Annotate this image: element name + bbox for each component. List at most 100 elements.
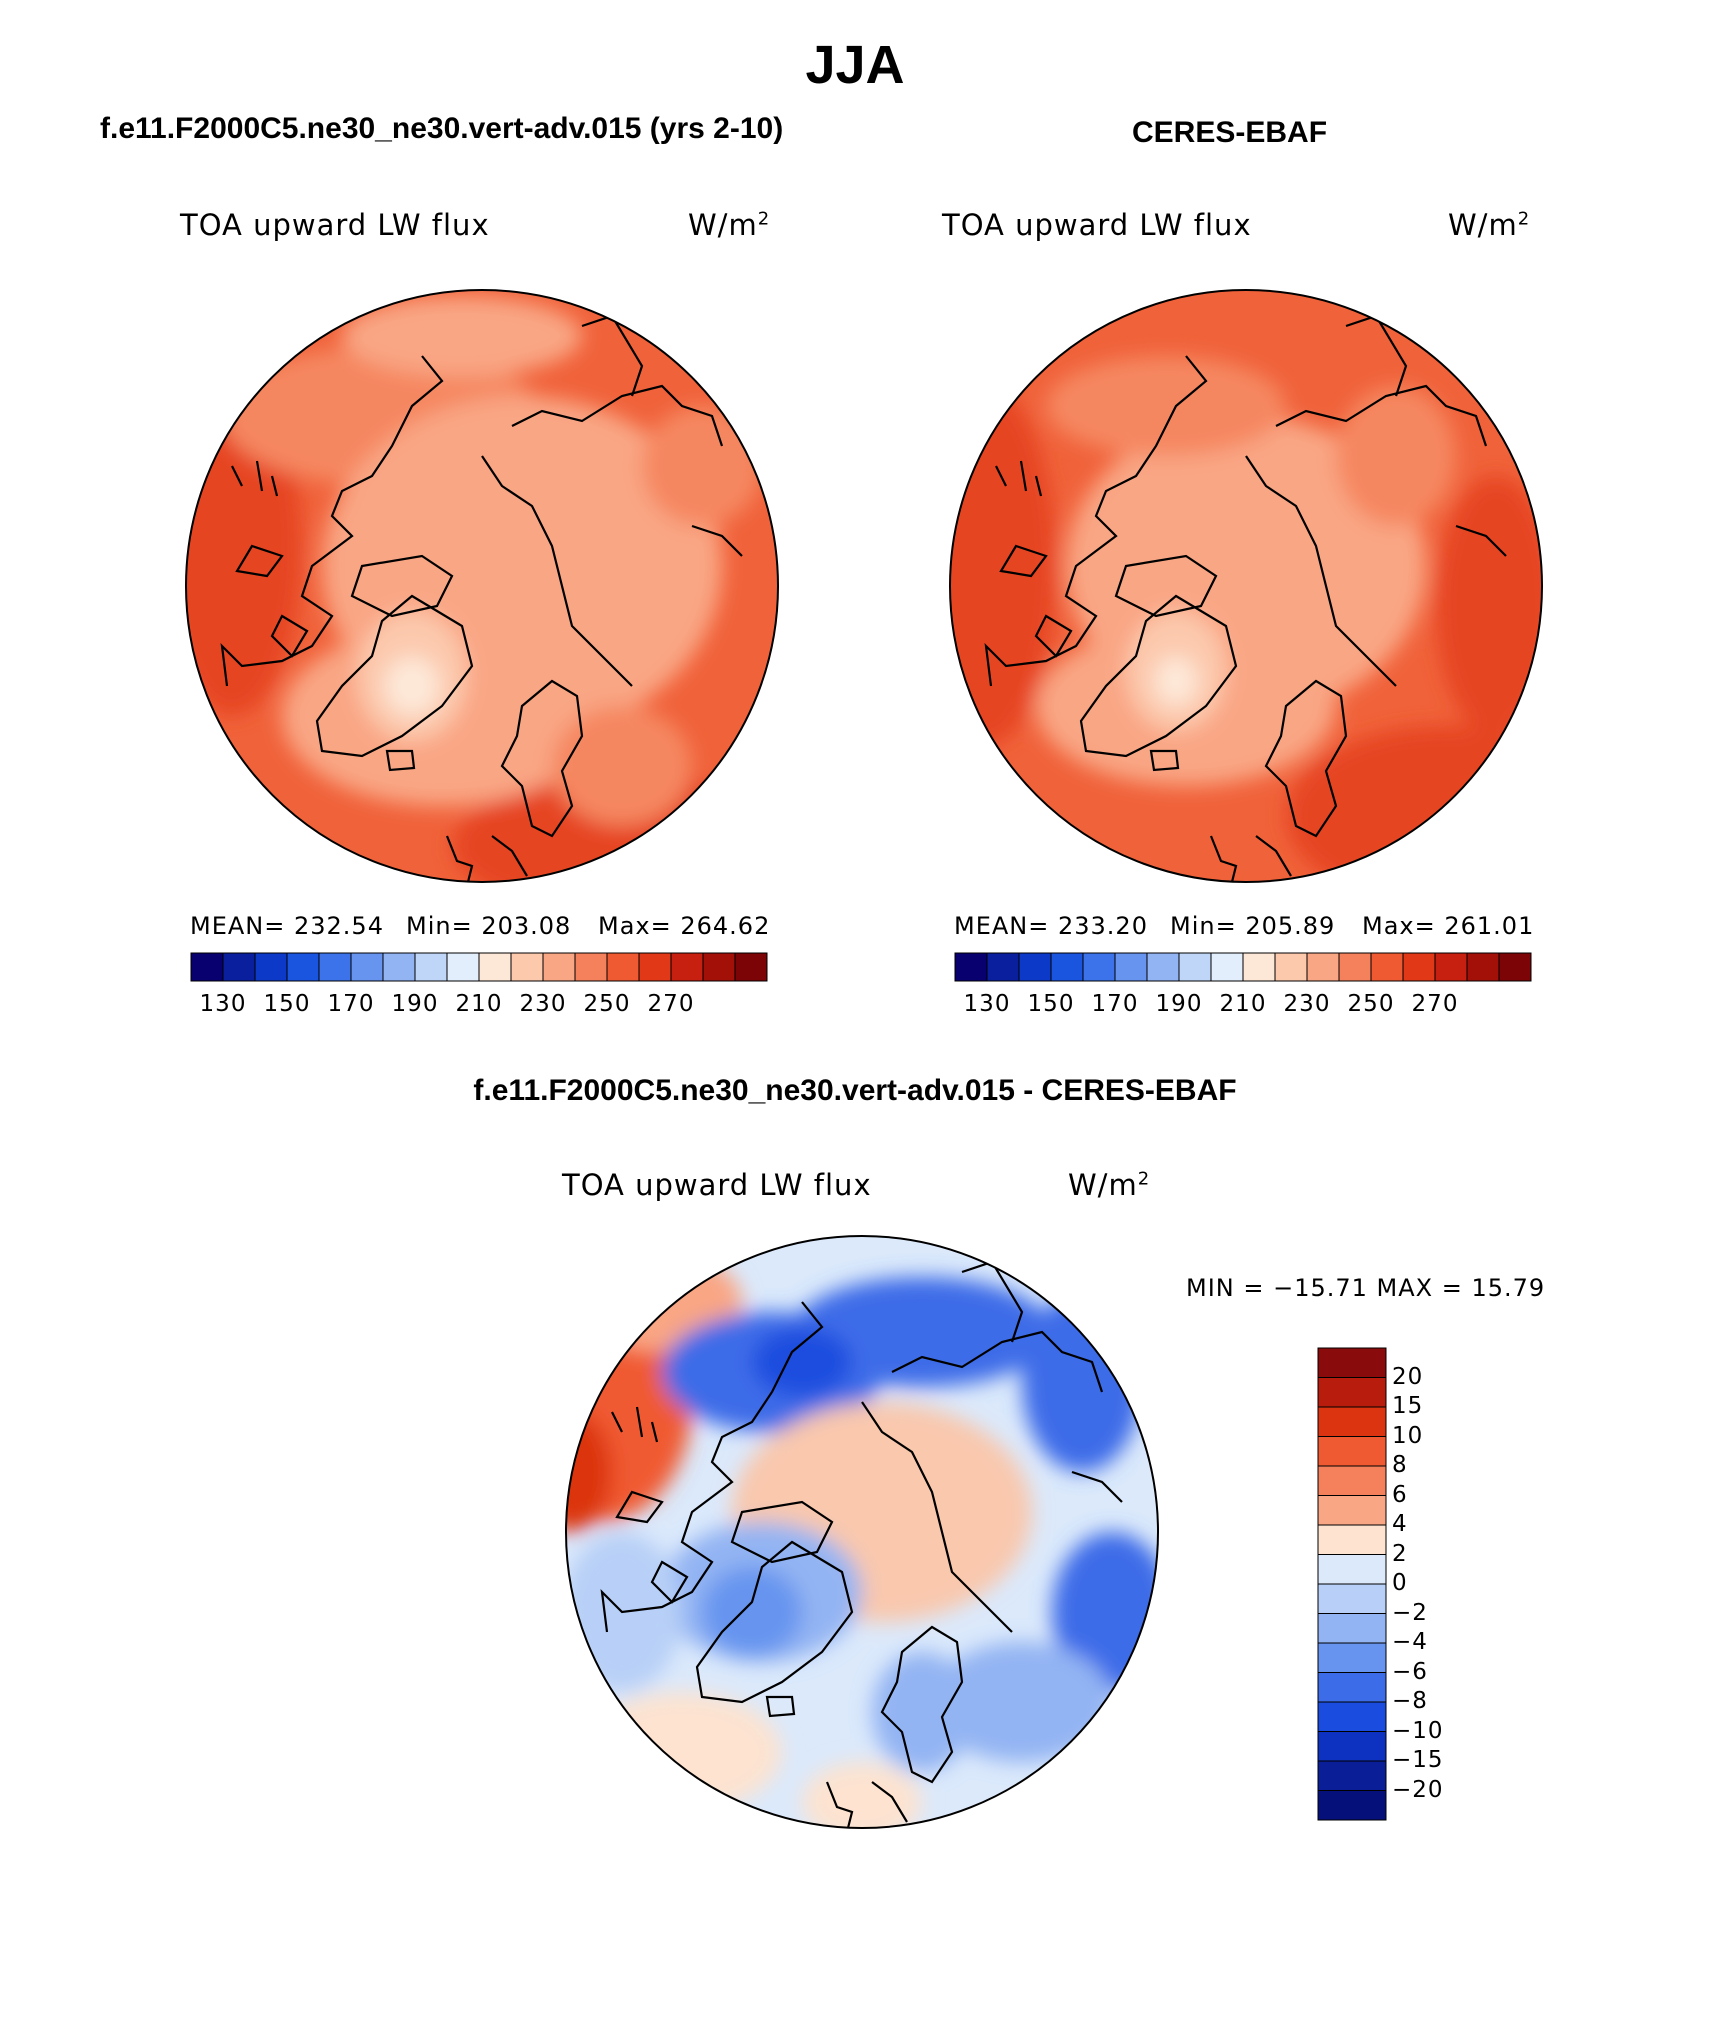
stats-mean-obs: MEAN= 233.20 bbox=[954, 912, 1148, 940]
colorbar-diff-tick-label: 15 bbox=[1392, 1393, 1424, 1419]
colorbar-model-tick-label: 230 bbox=[519, 991, 567, 1017]
colorbar-obs-swatch bbox=[986, 952, 1020, 982]
colorbar-model-swatch bbox=[734, 952, 768, 982]
colorbar-diff-tick-label: −20 bbox=[1392, 1776, 1444, 1803]
colorbar-obs-swatch bbox=[1306, 952, 1340, 982]
colorbar-model-swatch bbox=[542, 952, 576, 982]
colorbar-obs-tick-label: 230 bbox=[1283, 991, 1331, 1017]
colorbar-obs bbox=[954, 952, 1532, 982]
colorbar-diff-swatch bbox=[1317, 1436, 1387, 1467]
colorbar-obs-tick-label: 130 bbox=[963, 991, 1011, 1017]
colorbar-obs-swatch bbox=[1434, 952, 1468, 982]
colorbar-obs-swatch bbox=[1370, 952, 1404, 982]
colorbar-obs-swatch bbox=[1146, 952, 1180, 982]
colorbar-diff-tick-label: 4 bbox=[1392, 1511, 1408, 1537]
colorbar-model-swatch bbox=[478, 952, 512, 982]
colorbar-model bbox=[190, 952, 768, 982]
colorbar-model-swatch bbox=[414, 952, 448, 982]
colorbar-model-swatch bbox=[382, 952, 416, 982]
colorbar-diff-swatch bbox=[1317, 1760, 1387, 1791]
colorbar-model-swatch bbox=[222, 952, 256, 982]
panel-title-model: f.e11.F2000C5.ne30_ne30.vert-adv.015 (yr… bbox=[100, 112, 784, 145]
units-label-model: W/m2 bbox=[688, 208, 771, 242]
colorbar-model-tick-label: 130 bbox=[199, 991, 247, 1017]
colorbar-model-swatch bbox=[286, 952, 320, 982]
colorbar-model-swatch bbox=[638, 952, 672, 982]
colorbar-diff-swatch bbox=[1317, 1613, 1387, 1644]
polar-map-obs bbox=[949, 289, 1543, 883]
colorbar-obs-swatch bbox=[1498, 952, 1532, 982]
colorbar-model-swatch bbox=[446, 952, 480, 982]
colorbar-obs-tick-label: 250 bbox=[1347, 991, 1395, 1017]
colorbar-obs-swatch bbox=[1114, 952, 1148, 982]
colorbar-diff-tick-label: 6 bbox=[1392, 1481, 1408, 1508]
colorbar-diff-swatch bbox=[1317, 1524, 1387, 1555]
colorbar-obs-tick-label: 190 bbox=[1155, 991, 1203, 1017]
colorbar-diff-tick-label: −15 bbox=[1392, 1747, 1444, 1773]
colorbar-diff-tick-label: −2 bbox=[1392, 1599, 1428, 1626]
colorbar-model-tick-label: 150 bbox=[263, 991, 311, 1017]
stats-min-model: Min= 203.08 bbox=[406, 912, 572, 940]
colorbar-diff bbox=[1317, 1347, 1387, 1821]
colorbar-diff-tick-label: 20 bbox=[1392, 1363, 1424, 1390]
panel-title-diff: f.e11.F2000C5.ne30_ne30.vert-adv.015 - C… bbox=[473, 1074, 1237, 1107]
units-label-diff: W/m2 bbox=[1068, 1168, 1151, 1202]
colorbar-diff-swatch bbox=[1317, 1406, 1387, 1437]
polar-map-diff bbox=[565, 1235, 1159, 1829]
colorbar-model-swatch bbox=[670, 952, 704, 982]
colorbar-diff-tick-label: −4 bbox=[1392, 1629, 1428, 1655]
colorbar-diff-swatch bbox=[1317, 1731, 1387, 1762]
colorbar-diff-swatch bbox=[1317, 1672, 1387, 1703]
variable-label-model: TOA upward LW flux bbox=[180, 208, 490, 242]
colorbar-diff-tick-label: −10 bbox=[1392, 1717, 1444, 1744]
colorbar-diff-swatch bbox=[1317, 1642, 1387, 1673]
colorbar-obs-swatch bbox=[1466, 952, 1500, 982]
colorbar-obs-tick-label: 210 bbox=[1219, 991, 1267, 1017]
colorbar-obs-swatch bbox=[1242, 952, 1276, 982]
colorbar-model-tick-label: 270 bbox=[647, 991, 695, 1017]
panel-title-obs: CERES-EBAF bbox=[1132, 116, 1328, 149]
colorbar-obs-swatch bbox=[1050, 952, 1084, 982]
colorbar-obs-tick-label: 170 bbox=[1091, 991, 1139, 1017]
colorbar-diff-swatch bbox=[1317, 1377, 1387, 1408]
colorbar-model-swatch bbox=[254, 952, 288, 982]
colorbar-model-tick-label: 210 bbox=[455, 991, 503, 1017]
colorbar-obs-swatch bbox=[1178, 952, 1212, 982]
colorbar-obs-swatch bbox=[954, 952, 988, 982]
colorbar-obs-swatch bbox=[1338, 952, 1372, 982]
colorbar-model-swatch bbox=[318, 952, 352, 982]
colorbar-model-tick-label: 170 bbox=[327, 991, 375, 1017]
colorbar-obs-tick-label: 150 bbox=[1027, 991, 1075, 1017]
diff-minmax: MIN = −15.71 MAX = 15.79 bbox=[1186, 1274, 1546, 1302]
colorbar-obs-swatch bbox=[1274, 952, 1308, 982]
colorbar-diff-tick-label: 10 bbox=[1392, 1422, 1424, 1449]
variable-label-diff: TOA upward LW flux bbox=[562, 1168, 872, 1202]
stats-max-obs: Max= 261.01 bbox=[1362, 912, 1535, 940]
colorbar-diff-swatch bbox=[1317, 1701, 1387, 1732]
colorbar-diff-swatch bbox=[1317, 1465, 1387, 1496]
colorbar-diff-swatch bbox=[1317, 1347, 1387, 1378]
colorbar-diff-swatch bbox=[1317, 1495, 1387, 1526]
colorbar-model-swatch bbox=[350, 952, 384, 982]
colorbar-model-swatch bbox=[510, 952, 544, 982]
colorbar-obs-tick-label: 270 bbox=[1411, 991, 1459, 1017]
stats-min-obs: Min= 205.89 bbox=[1170, 912, 1336, 940]
colorbar-obs-swatch bbox=[1210, 952, 1244, 982]
colorbar-diff-tick-label: 2 bbox=[1392, 1540, 1408, 1567]
colorbar-diff-tick-label: 0 bbox=[1392, 1570, 1408, 1596]
colorbar-model-swatch bbox=[574, 952, 608, 982]
colorbar-model-swatch bbox=[702, 952, 736, 982]
colorbar-obs-swatch bbox=[1082, 952, 1116, 982]
variable-label-obs: TOA upward LW flux bbox=[942, 208, 1252, 242]
colorbar-diff-tick-label: −8 bbox=[1392, 1688, 1428, 1714]
colorbar-obs-swatch bbox=[1018, 952, 1052, 982]
units-label-obs: W/m2 bbox=[1448, 208, 1531, 242]
stats-max-model: Max= 264.62 bbox=[598, 912, 771, 940]
main-title: JJA bbox=[805, 35, 905, 95]
colorbar-model-swatch bbox=[190, 952, 224, 982]
colorbar-diff-swatch bbox=[1317, 1790, 1387, 1821]
colorbar-diff-tick-label: 8 bbox=[1392, 1452, 1408, 1478]
colorbar-model-tick-label: 250 bbox=[583, 991, 631, 1017]
colorbar-model-tick-label: 190 bbox=[391, 991, 439, 1017]
colorbar-diff-swatch bbox=[1317, 1554, 1387, 1585]
